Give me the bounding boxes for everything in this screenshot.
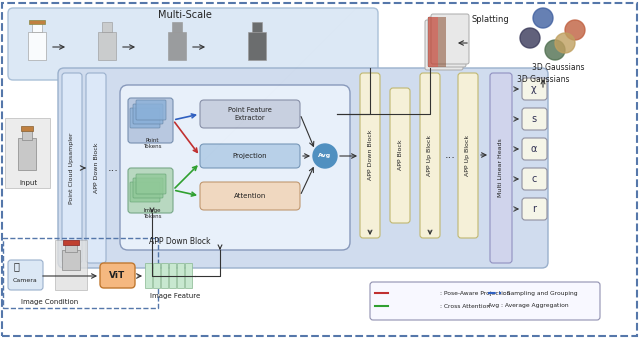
FancyBboxPatch shape	[458, 73, 478, 238]
FancyBboxPatch shape	[200, 144, 300, 168]
Text: r: r	[532, 204, 536, 214]
Text: Point Cloud Upsampler: Point Cloud Upsampler	[70, 132, 74, 204]
Bar	[21, 126, 33, 131]
FancyBboxPatch shape	[425, 20, 463, 70]
Bar	[29, 20, 45, 24]
FancyBboxPatch shape	[490, 73, 512, 263]
Text: α: α	[531, 144, 537, 154]
Bar	[438, 17, 446, 67]
Text: Projection: Projection	[233, 153, 268, 159]
Text: Image
Tokens: Image Tokens	[143, 208, 161, 219]
Circle shape	[533, 8, 553, 28]
Text: Camera: Camera	[13, 277, 37, 283]
FancyBboxPatch shape	[136, 174, 166, 194]
Text: Input: Input	[19, 180, 37, 186]
FancyBboxPatch shape	[58, 68, 548, 268]
Text: s: s	[531, 114, 536, 124]
Text: Multi Linear Heads: Multi Linear Heads	[499, 139, 504, 197]
FancyBboxPatch shape	[522, 78, 547, 100]
Text: APP Down Block: APP Down Block	[93, 143, 99, 193]
FancyBboxPatch shape	[130, 108, 160, 128]
FancyBboxPatch shape	[200, 100, 300, 128]
Bar	[3, 238, 158, 308]
Text: Avg : Average Aggregation: Avg : Average Aggregation	[488, 304, 568, 309]
Bar	[55, 240, 87, 290]
FancyBboxPatch shape	[8, 8, 378, 80]
Text: APP Down Block: APP Down Block	[149, 238, 211, 246]
Bar	[102, 22, 112, 32]
Text: ViT: ViT	[109, 271, 125, 281]
FancyBboxPatch shape	[420, 73, 440, 238]
FancyBboxPatch shape	[128, 168, 173, 213]
Bar	[428, 17, 438, 67]
FancyBboxPatch shape	[360, 73, 380, 238]
Circle shape	[520, 28, 540, 48]
Bar	[172, 22, 182, 32]
FancyBboxPatch shape	[62, 73, 82, 263]
FancyBboxPatch shape	[522, 168, 547, 190]
Bar	[145, 263, 152, 288]
FancyBboxPatch shape	[120, 85, 350, 250]
Text: Point
Tokens: Point Tokens	[143, 138, 161, 149]
Bar	[32, 22, 42, 32]
Text: Image Feature: Image Feature	[150, 293, 200, 299]
FancyBboxPatch shape	[522, 198, 547, 220]
Circle shape	[555, 33, 575, 53]
Bar	[153, 263, 160, 288]
FancyBboxPatch shape	[522, 138, 547, 160]
Bar	[98, 32, 116, 60]
Bar	[65, 244, 77, 252]
Bar	[169, 263, 176, 288]
FancyBboxPatch shape	[522, 108, 547, 130]
Text: APP Block: APP Block	[397, 140, 403, 170]
FancyBboxPatch shape	[431, 14, 469, 64]
Text: Splatting: Splatting	[471, 16, 509, 24]
FancyBboxPatch shape	[8, 260, 43, 290]
Bar	[5, 118, 50, 188]
Bar	[28, 32, 46, 60]
FancyBboxPatch shape	[86, 73, 106, 263]
Text: APP Up Block: APP Up Block	[465, 135, 470, 175]
Text: 📷: 📷	[13, 261, 19, 271]
Text: 3D Gaussians: 3D Gaussians	[532, 64, 584, 72]
Text: 3D Gaussians: 3D Gaussians	[516, 75, 569, 84]
Bar	[18, 138, 36, 170]
Bar	[168, 32, 186, 60]
Text: Point Feature
Extractor: Point Feature Extractor	[228, 107, 272, 121]
Text: APP Down Block: APP Down Block	[367, 130, 372, 180]
FancyBboxPatch shape	[428, 17, 466, 67]
Text: Multi-Scale: Multi-Scale	[158, 10, 212, 20]
Text: ...: ...	[445, 150, 456, 160]
FancyBboxPatch shape	[390, 88, 410, 223]
Bar	[161, 263, 168, 288]
FancyBboxPatch shape	[133, 104, 163, 124]
FancyBboxPatch shape	[100, 263, 135, 288]
Text: Image Condition: Image Condition	[21, 299, 79, 305]
Bar	[248, 32, 266, 60]
Text: ...: ...	[108, 163, 118, 173]
FancyBboxPatch shape	[136, 100, 166, 120]
FancyBboxPatch shape	[370, 282, 600, 320]
Text: Attention: Attention	[234, 193, 266, 199]
Bar	[22, 130, 32, 140]
Text: : Sampling and Grouping: : Sampling and Grouping	[503, 290, 578, 295]
Text: χ: χ	[531, 84, 537, 94]
FancyBboxPatch shape	[128, 98, 173, 143]
Circle shape	[313, 144, 337, 168]
Bar	[62, 250, 80, 270]
FancyBboxPatch shape	[200, 182, 300, 210]
Text: Avg: Avg	[319, 153, 332, 159]
Bar	[63, 240, 79, 245]
Text: c: c	[531, 174, 537, 184]
Text: : Cross Attention: : Cross Attention	[440, 304, 490, 309]
Circle shape	[545, 40, 565, 60]
FancyBboxPatch shape	[130, 182, 160, 202]
Text: : Pose-Aware Projection: : Pose-Aware Projection	[440, 290, 510, 295]
Bar	[177, 263, 184, 288]
Circle shape	[565, 20, 585, 40]
Bar	[185, 263, 192, 288]
Text: APP Up Block: APP Up Block	[428, 135, 433, 175]
FancyBboxPatch shape	[133, 178, 163, 198]
Bar	[252, 22, 262, 32]
